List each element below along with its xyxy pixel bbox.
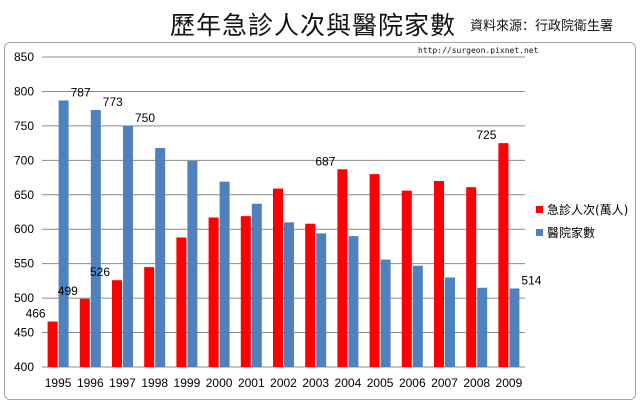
bar-emergency [176,237,187,367]
bar-hospitals [155,147,166,367]
data-label: 466 [26,307,46,321]
bar-hospitals [316,233,327,367]
bar-emergency [401,190,412,367]
bar-hospitals [58,100,69,368]
data-label: 514 [521,273,541,287]
x-tick-label: 1995 [45,376,72,390]
bar-emergency [144,267,155,367]
bar-emergency [112,280,122,367]
data-label: 725 [476,128,496,142]
x-tick-label: 2005 [367,376,394,390]
x-tick-label: 1999 [174,376,201,390]
y-tick-label: 650 [14,188,34,202]
x-tick-label: 2003 [302,376,329,390]
legend-label-hospitals: 醫院家數 [547,225,595,240]
data-label: 687 [315,154,335,168]
bar-emergency [305,223,316,367]
x-tick-label: 2008 [463,376,490,390]
data-label: 787 [71,85,91,99]
x-tick-label: 2006 [399,376,426,390]
x-tick-label: 2001 [238,376,265,390]
bar-hospitals [445,277,455,367]
bar-emergency [369,174,380,367]
watermark-url: http://surgeon.pixnet.net [418,46,539,55]
x-tick-label: 2004 [335,376,362,390]
y-tick-label: 500 [14,291,34,305]
data-label: 773 [103,95,123,109]
y-tick-label: 400 [14,360,34,374]
bar-hospitals [187,161,198,367]
title-row: 歷年急診人次與醫院家數 資料來源：行政院衛生署 [0,0,640,42]
bar-hospitals [219,181,230,367]
y-tick-label: 750 [14,119,34,133]
bar-emergency [337,169,348,367]
bar-hospitals [348,236,359,367]
x-tick-label: 1998 [141,376,168,390]
x-tick-label: 1996 [77,376,104,390]
bar-emergency [240,216,251,367]
y-tick-label: 850 [14,50,34,64]
x-tick-label: 2002 [270,376,297,390]
bar-hospitals [90,110,101,368]
bar-emergency [466,187,477,367]
y-tick-label: 700 [14,153,34,167]
y-tick-label: 800 [14,84,34,98]
bar-hospitals [509,288,520,367]
bar-emergency [498,143,509,367]
x-tick-label: 1997 [109,376,136,390]
x-tick-label: 2009 [496,376,523,390]
bar-hospitals [380,259,391,367]
bar-hospitals [251,203,262,367]
chart-title: 歷年急診人次與醫院家數 [170,11,457,40]
y-tick-label: 600 [14,222,34,236]
bar-hospitals [477,287,488,367]
y-tick-label: 450 [14,326,34,340]
bar-emergency [47,321,58,367]
legend-swatch-hospitals [536,229,543,236]
legend-swatch-emergency [536,206,543,213]
bar-emergency [79,298,90,367]
legend-label-emergency: 急診人次(萬人) [547,202,628,217]
data-label: 526 [90,265,110,279]
x-tick-label: 2000 [206,376,233,390]
x-tick-label: 2007 [431,376,458,390]
bar-hospitals [123,125,133,367]
data-label: 499 [58,284,78,298]
bar-emergency [208,217,219,367]
source-note: 資料來源：行政院衛生署 [470,19,614,34]
data-label: 750 [135,111,155,125]
y-tick-label: 550 [14,257,34,271]
bar-hospitals [284,222,294,367]
bar-hospitals [412,265,423,367]
bar-emergency [434,181,444,367]
bar-emergency [273,188,283,367]
